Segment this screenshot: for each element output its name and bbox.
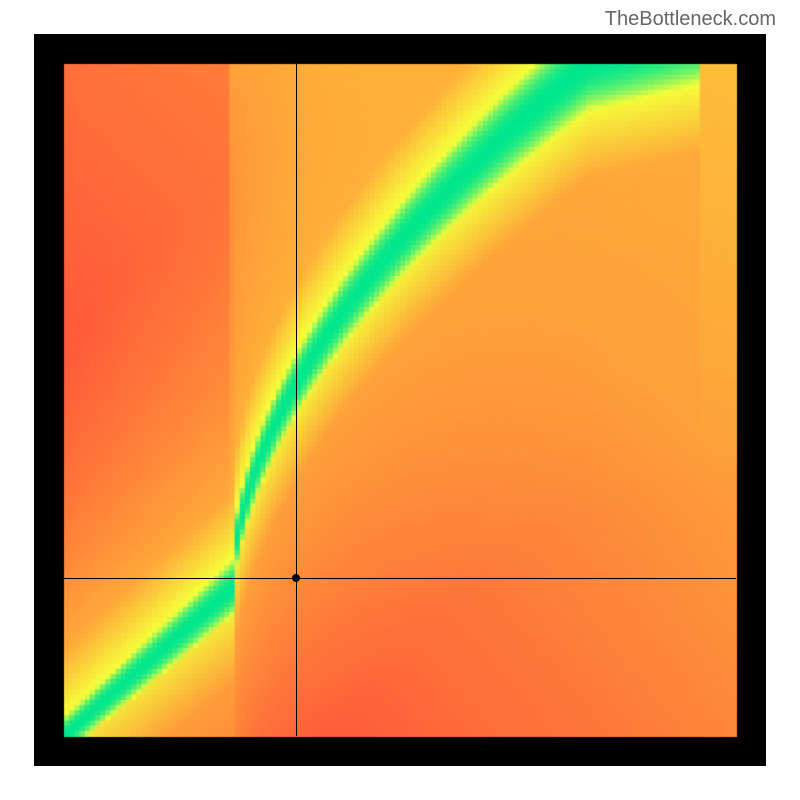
crosshair-horizontal xyxy=(64,578,736,579)
crosshair-point xyxy=(292,574,300,582)
heatmap-canvas xyxy=(34,34,766,766)
attribution-text: TheBottleneck.com xyxy=(605,8,776,31)
plot-area xyxy=(34,34,766,766)
crosshair-vertical xyxy=(296,64,297,736)
figure-container: TheBottleneck.com xyxy=(0,0,800,800)
